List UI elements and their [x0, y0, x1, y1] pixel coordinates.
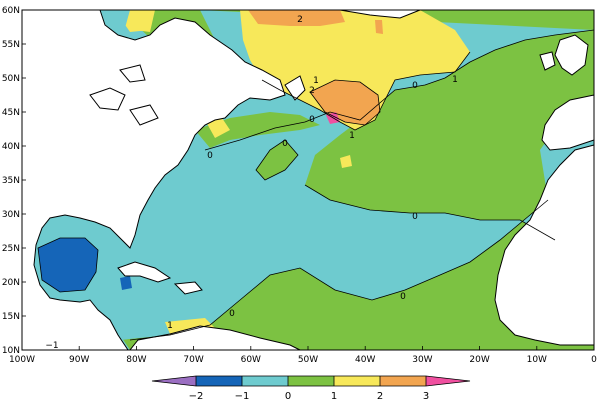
contour-label: 0 — [229, 309, 235, 319]
anomaly-region-1-2 — [240, 10, 470, 130]
land-iberia-europe — [541, 94, 595, 151]
colorbar-swatch-below — [152, 376, 196, 386]
anomaly-blob-2-3-small — [375, 20, 383, 34]
contour-label: −1 — [45, 341, 58, 351]
anomaly-blob-1-2-west — [205, 118, 230, 138]
lat-label: 30N — [2, 210, 20, 220]
lat-label: 35N — [2, 176, 20, 186]
colorbar-swatch — [288, 376, 334, 386]
lon-label: 60W — [241, 355, 261, 365]
lat-label: 40N — [2, 142, 20, 152]
colorbar-swatch — [242, 376, 288, 386]
lon-label: 80W — [126, 355, 146, 365]
land-cuba — [117, 261, 172, 283]
land-africa — [494, 144, 595, 346]
lat-label: 50N — [2, 74, 20, 84]
contour-zero-mid — [304, 184, 556, 241]
contour-label: 0 — [412, 81, 418, 91]
lon-label: 70W — [183, 355, 203, 365]
lon-label: 10W — [527, 355, 547, 365]
land-newfoundland — [284, 75, 306, 101]
contour-label: 0 — [400, 292, 406, 302]
anomaly-blob-1-2-sw — [165, 318, 215, 334]
colorbar-label: 1 — [331, 391, 337, 402]
land-ireland — [539, 51, 556, 71]
contour-label: 2 — [309, 86, 315, 96]
lat-label: 60N — [2, 6, 20, 16]
contour-label: 1 — [349, 131, 355, 141]
anomaly-region-2-3-center — [310, 80, 380, 125]
lat-label: 25N — [2, 244, 20, 254]
land-british-isles — [554, 34, 589, 76]
contour-two-center — [309, 79, 381, 126]
colorbar-swatch-above — [426, 376, 470, 386]
contour-label: 0 — [282, 139, 288, 149]
lon-label: 100W — [9, 355, 35, 365]
colorbar-label: 2 — [377, 391, 383, 402]
lon-label: 0 — [591, 355, 597, 365]
lat-label: 20N — [2, 278, 20, 288]
colorbar-swatch — [196, 376, 242, 386]
lon-label: 40W — [355, 355, 375, 365]
anomaly-region-2-3-north — [248, 10, 345, 26]
colorbar-swatch — [380, 376, 426, 386]
contour-label: 1 — [452, 75, 458, 85]
contour-label: 0 — [309, 115, 315, 125]
lat-label: 15N — [2, 312, 20, 322]
colorbar: −2 −1 0 1 2 3 — [151, 375, 471, 402]
contour-label: 0 — [412, 212, 418, 222]
lon-label: 90W — [69, 355, 89, 365]
contour-zero-main — [204, 29, 595, 151]
contour-lines — [37, 29, 595, 341]
contour-label: 1 — [313, 76, 319, 86]
colorbar-label: 0 — [285, 391, 291, 402]
great-lakes — [89, 64, 159, 126]
colorbar-swatch — [334, 376, 380, 386]
colorbar-label: 3 — [423, 391, 429, 402]
lon-label: 30W — [412, 355, 432, 365]
lat-label: 10N — [2, 346, 20, 356]
land-north-america — [21, 9, 286, 351]
contour-label-group: 2 1 2 0 1 0 1 0 0 0 0 0 1 −1 — [45, 15, 458, 351]
contour-blob — [255, 139, 299, 181]
anomaly-blob-0-1 — [256, 140, 298, 180]
lon-label: 20W — [469, 355, 489, 365]
contour-gulf — [37, 237, 99, 293]
lon-label: 50W — [298, 355, 318, 365]
anomaly-region-0-1 — [22, 10, 594, 350]
lat-label: 55N — [2, 40, 20, 50]
colorbar-labels: −2 −1 0 1 2 3 — [189, 391, 430, 402]
contour-label: 0 — [207, 151, 213, 161]
contour-zero-south — [129, 199, 549, 341]
lat-label: 45N — [2, 108, 20, 118]
anomaly-blob-1-2-mid — [340, 155, 352, 168]
anomaly-blob-top-yellow — [130, 10, 155, 32]
longitude-axis: 100W 90W 80W 70W 60W 50W 40W 30W 20W 10W… — [9, 346, 597, 365]
colorbar-label: −2 — [189, 391, 204, 402]
contour-label: 2 — [297, 15, 303, 25]
anomaly-region-neg2-neg1 — [38, 238, 98, 292]
colorbar-label: −1 — [235, 391, 250, 402]
colorbar-outline — [151, 375, 471, 387]
map-panel: 2 1 2 0 1 0 1 0 0 0 0 0 1 −1 — [2, 6, 597, 365]
land-hispaniola — [173, 281, 203, 295]
anomaly-blob-neg2-neg1-cuba — [120, 276, 132, 290]
latitude-axis: 60N 55N 50N 45N 40N 35N 30N 25N 20N 15N … — [2, 6, 26, 356]
contour-label: 1 — [167, 321, 173, 331]
anomaly-region-0-1-coast — [195, 112, 320, 148]
